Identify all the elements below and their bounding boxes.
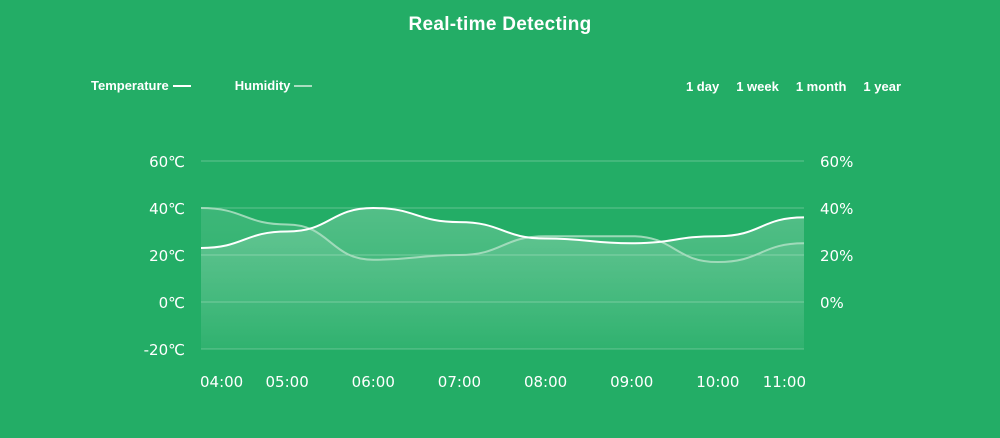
temperature-line (200, 206, 805, 249)
y-right-tick: 0% (820, 294, 844, 312)
chart-legend: Temperature Humidity (91, 78, 356, 93)
legend-temperature-label: Temperature (91, 78, 169, 93)
range-tab-1-day[interactable]: 1 day (685, 79, 720, 94)
y-left-tick: -20℃ (144, 341, 185, 359)
legend-temperature[interactable]: Temperature (91, 78, 191, 93)
legend-humidity[interactable]: Humidity (235, 78, 313, 93)
y-right-tick: 20% (820, 247, 853, 265)
legend-temperature-swatch (172, 84, 191, 87)
x-tick: 06:00 (352, 373, 395, 391)
range-tab-1-week[interactable]: 1 week (736, 79, 779, 94)
y-left-tick: 0℃ (159, 294, 185, 312)
legend-humidity-swatch (294, 84, 313, 87)
x-tick: 09:00 (610, 373, 653, 391)
x-tick: 04:00 (200, 373, 243, 391)
humidity-line (200, 207, 805, 264)
y-left-tick: 20℃ (149, 247, 185, 265)
y-left-tick: 60℃ (149, 153, 185, 171)
time-range-tabs: 1 day 1 week 1 month 1 year (686, 79, 901, 94)
range-tab-1-month[interactable]: 1 month (795, 79, 847, 94)
x-tick: 07:00 (438, 373, 481, 391)
x-tick: 10:00 (696, 373, 739, 391)
y-right-tick: 60% (820, 153, 853, 171)
range-tab-1-year[interactable]: 1 year (863, 79, 901, 94)
x-tick: 05:00 (266, 373, 309, 391)
y-left-tick: 40℃ (149, 200, 185, 218)
page-title: Real-time Detecting (408, 14, 592, 35)
x-tick: 11:00 (763, 373, 806, 391)
x-tick: 08:00 (524, 373, 567, 391)
y-right-tick: 40% (820, 200, 853, 218)
legend-humidity-label: Humidity (234, 78, 291, 93)
